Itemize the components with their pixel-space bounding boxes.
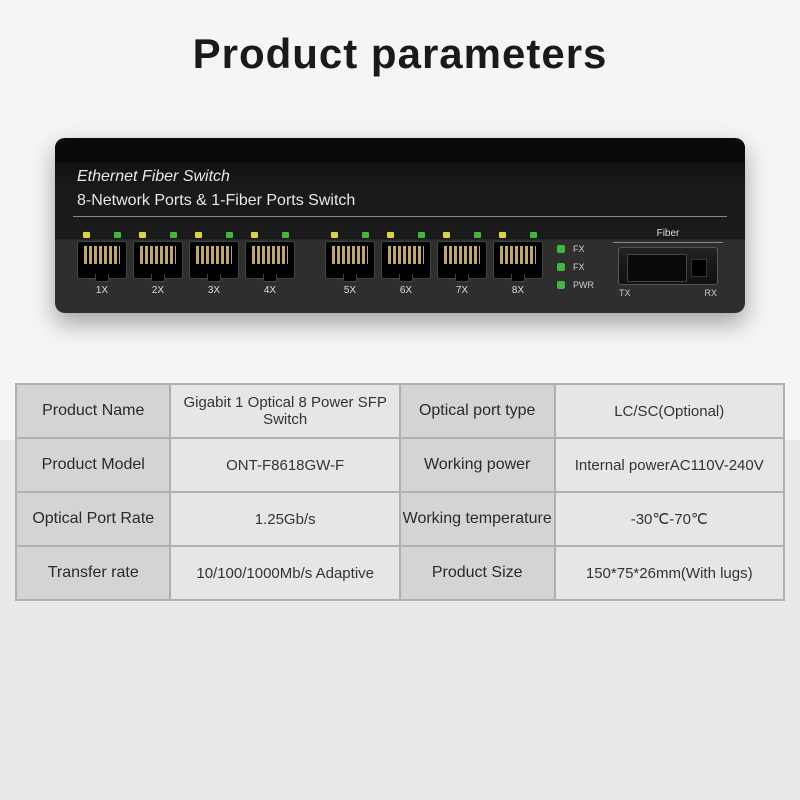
spec-value: 150*75*26mm(With lugs): [555, 546, 785, 600]
port-label: 4X: [264, 285, 276, 296]
port-label: 7X: [456, 285, 468, 296]
table-row: Product Model ONT-F8618GW-F Working powe…: [16, 438, 784, 492]
device-subheading: 8-Network Ports & 1-Fiber Ports Switch: [77, 192, 355, 210]
spec-key: Product Model: [16, 438, 170, 492]
device-top-edge: [55, 138, 745, 163]
ethernet-port: 5X: [325, 232, 375, 296]
spec-value: Internal powerAC110V-240V: [555, 438, 785, 492]
ethernet-port: 6X: [381, 232, 431, 296]
led-green-icon: [114, 232, 121, 238]
ethernet-port: 3X: [189, 232, 239, 296]
spec-key: Optical port type: [400, 384, 555, 438]
rj45-port-icon: [77, 241, 127, 279]
status-led-icon: [557, 281, 565, 289]
led-green-icon: [530, 232, 537, 238]
fiber-divider: [613, 242, 723, 243]
table-row: Transfer rate 10/100/1000Mb/s Adaptive P…: [16, 546, 784, 600]
table-row: Optical Port Rate 1.25Gb/s Working tempe…: [16, 492, 784, 546]
rj45-port-icon: [133, 241, 183, 279]
device-divider: [73, 216, 727, 217]
led-green-icon: [226, 232, 233, 238]
port-label: 8X: [512, 285, 524, 296]
sfp-port-icon: [618, 247, 718, 285]
spec-value: ONT-F8618GW-F: [170, 438, 399, 492]
status-led-label: PWR: [573, 280, 594, 290]
fiber-label: Fiber: [613, 228, 723, 239]
ethernet-port: 7X: [437, 232, 487, 296]
port-label: 2X: [152, 285, 164, 296]
rj45-port-icon: [245, 241, 295, 279]
rj45-port-icon: [189, 241, 239, 279]
ethernet-ports-group-2: 5X 6X 7X 8X: [325, 232, 543, 296]
spec-key: Transfer rate: [16, 546, 170, 600]
table-row: Product Name Gigabit 1 Optical 8 Power S…: [16, 384, 784, 438]
rx-label: RX: [704, 288, 717, 298]
port-label: 3X: [208, 285, 220, 296]
spec-value: 10/100/1000Mb/s Adaptive: [170, 546, 399, 600]
ethernet-port: 1X: [77, 232, 127, 296]
status-led-label: FX: [573, 262, 585, 272]
spec-value: LC/SC(Optional): [555, 384, 785, 438]
led-green-icon: [282, 232, 289, 238]
spec-key: Working temperature: [400, 492, 555, 546]
led-green-icon: [362, 232, 369, 238]
rj45-port-icon: [381, 241, 431, 279]
led-yellow-icon: [139, 232, 146, 238]
spec-key: Product Size: [400, 546, 555, 600]
fiber-port-section: Fiber TX RX: [613, 228, 723, 298]
ethernet-port: 4X: [245, 232, 295, 296]
led-yellow-icon: [499, 232, 506, 238]
led-yellow-icon: [331, 232, 338, 238]
status-led-icon: [557, 263, 565, 271]
network-switch-device: Ethernet Fiber Switch 8-Network Ports & …: [55, 138, 745, 313]
spec-key: Optical Port Rate: [16, 492, 170, 546]
led-yellow-icon: [443, 232, 450, 238]
ethernet-ports-group-1: 1X 2X 3X 4X: [77, 232, 295, 296]
rj45-port-icon: [437, 241, 487, 279]
rj45-port-icon: [493, 241, 543, 279]
status-led-label: FX: [573, 244, 585, 254]
spec-value: -30℃-70℃: [555, 492, 785, 546]
ethernet-port: 2X: [133, 232, 183, 296]
port-label: 6X: [400, 285, 412, 296]
led-green-icon: [418, 232, 425, 238]
led-yellow-icon: [387, 232, 394, 238]
device-heading: Ethernet Fiber Switch: [77, 168, 230, 186]
led-yellow-icon: [83, 232, 90, 238]
led-yellow-icon: [195, 232, 202, 238]
port-label: 5X: [344, 285, 356, 296]
spec-table: Product Name Gigabit 1 Optical 8 Power S…: [15, 383, 785, 601]
rj45-port-icon: [325, 241, 375, 279]
status-led-icon: [557, 245, 565, 253]
spec-key: Working power: [400, 438, 555, 492]
led-green-icon: [170, 232, 177, 238]
ethernet-port: 8X: [493, 232, 543, 296]
led-yellow-icon: [251, 232, 258, 238]
page-title: Product parameters: [0, 0, 800, 78]
spec-key: Product Name: [16, 384, 170, 438]
tx-label: TX: [619, 288, 631, 298]
status-led-group: FX FX PWR: [557, 244, 594, 290]
port-label: 1X: [96, 285, 108, 296]
spec-value: 1.25Gb/s: [170, 492, 399, 546]
device-image-area: Ethernet Fiber Switch 8-Network Ports & …: [0, 138, 800, 313]
led-green-icon: [474, 232, 481, 238]
spec-value: Gigabit 1 Optical 8 Power SFP Switch: [170, 384, 399, 438]
